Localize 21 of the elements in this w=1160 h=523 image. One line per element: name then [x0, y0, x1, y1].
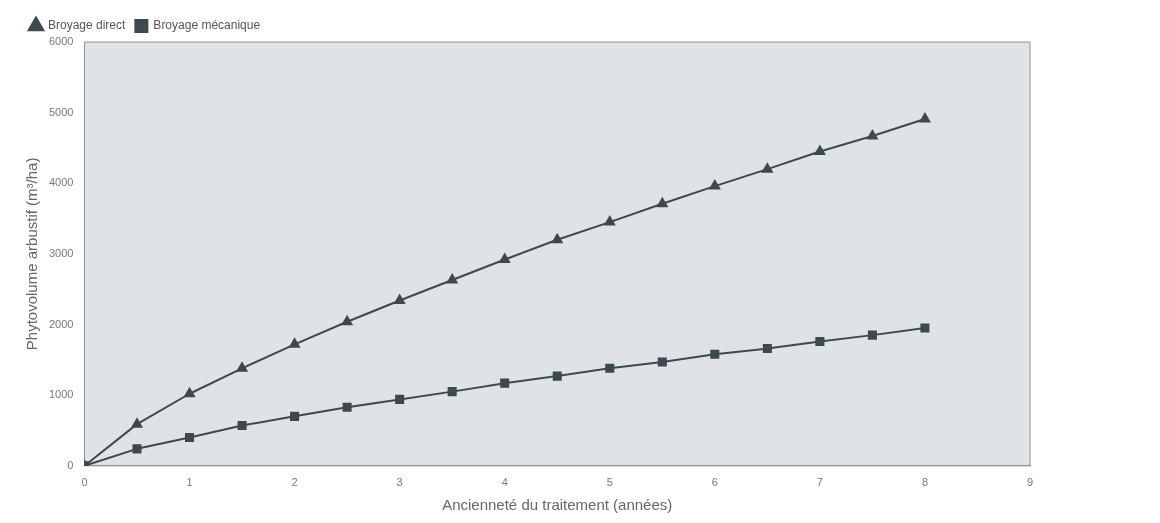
y-tick-label: 2000	[48, 317, 74, 330]
y-tick-label: 0	[67, 458, 74, 471]
y-tick-label: 3000	[48, 246, 74, 259]
x-tick-label: 6	[711, 476, 718, 489]
x-tick-label: 3	[396, 476, 403, 489]
legend-label: Broyage mécanique	[153, 18, 261, 33]
x-tick-label: 1	[186, 476, 193, 489]
x-tick-label: 4	[501, 476, 508, 489]
y-tick-label: 1000	[48, 388, 74, 401]
x-tick-label: 0	[81, 476, 88, 489]
x-tick-label: 9	[1026, 476, 1034, 489]
y-axis-title: Phytovolume arbustif (m³/ha)	[23, 157, 41, 351]
x-axis-title: Ancienneté du traitement (années)	[442, 496, 673, 514]
x-tick-label: 5	[606, 476, 613, 489]
y-tick-label: 6000	[48, 35, 74, 48]
y-tick-label: 4000	[48, 176, 74, 189]
x-tick-label: 2	[291, 476, 298, 489]
legend-label: Broyage direct	[48, 18, 127, 33]
x-tick-label: 7	[816, 476, 823, 489]
y-tick-label: 5000	[48, 105, 74, 118]
x-tick-label: 8	[921, 476, 928, 489]
